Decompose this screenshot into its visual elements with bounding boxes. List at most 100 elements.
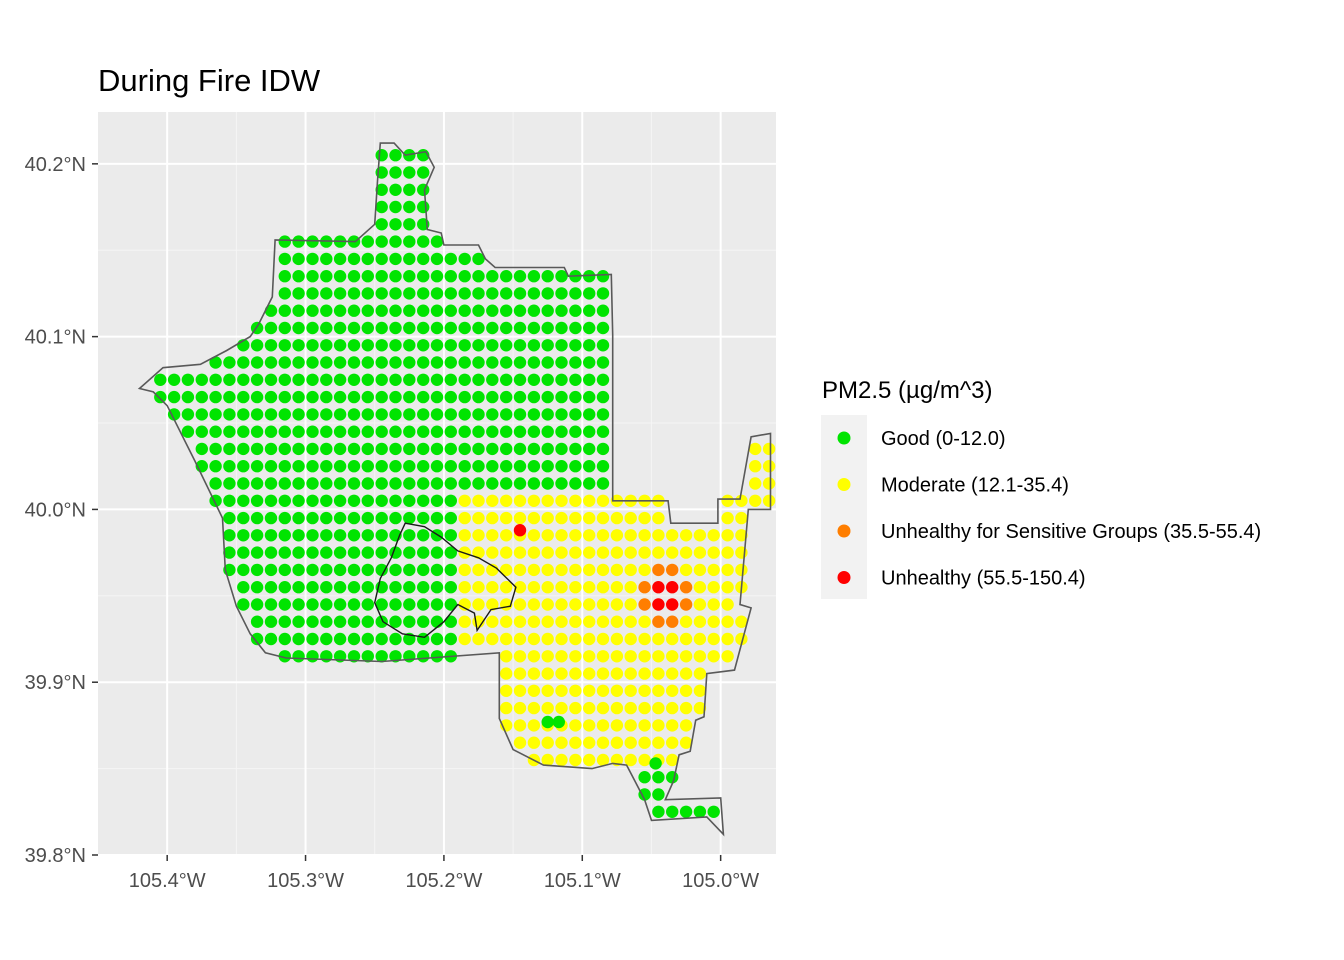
pm25-point bbox=[458, 442, 471, 456]
pm25-point bbox=[417, 270, 430, 283]
pm25-point bbox=[389, 252, 402, 266]
pm25-point bbox=[707, 563, 720, 577]
pm25-point bbox=[264, 408, 278, 421]
pm25-point bbox=[264, 390, 278, 404]
pm25-point bbox=[458, 460, 471, 473]
pm25-point bbox=[375, 356, 388, 369]
pm25-point bbox=[596, 719, 610, 732]
pm25-point bbox=[721, 494, 734, 507]
pm25-point bbox=[292, 356, 305, 369]
pm25-point bbox=[624, 615, 637, 628]
pm25-point bbox=[389, 390, 402, 404]
pm25-point bbox=[513, 719, 527, 732]
pm25-point bbox=[237, 511, 250, 525]
pm25-point bbox=[500, 477, 513, 490]
pm25-point bbox=[500, 563, 513, 577]
pm25-point bbox=[500, 529, 513, 542]
pm25-point bbox=[500, 270, 513, 283]
pm25-point bbox=[486, 442, 499, 456]
pm25-point bbox=[444, 598, 457, 611]
pm25-point bbox=[403, 373, 416, 386]
pm25-point bbox=[610, 615, 624, 628]
pm25-point bbox=[292, 339, 305, 352]
pm25-point bbox=[486, 632, 499, 646]
pm25-point bbox=[223, 460, 236, 473]
pm25-point bbox=[555, 373, 568, 386]
pm25-point bbox=[333, 304, 347, 317]
pm25-point bbox=[735, 546, 748, 559]
pm25-point bbox=[292, 373, 305, 386]
pm25-point bbox=[264, 632, 278, 646]
pm25-point bbox=[417, 494, 430, 507]
pm25-point bbox=[527, 719, 541, 732]
pm25-point bbox=[583, 581, 596, 594]
pm25-point bbox=[347, 546, 361, 559]
pm25-point bbox=[500, 339, 513, 352]
pm25-point bbox=[721, 632, 734, 646]
pm25-point bbox=[237, 546, 250, 559]
pm25-point bbox=[389, 339, 402, 352]
pm25-point bbox=[583, 719, 596, 732]
pm25-point bbox=[444, 339, 457, 352]
pm25-point bbox=[679, 736, 693, 749]
pm25-point bbox=[458, 598, 471, 611]
pm25-point bbox=[472, 477, 485, 490]
pm25-point bbox=[417, 252, 430, 266]
pm25-point bbox=[596, 581, 610, 594]
pm25-point bbox=[181, 373, 195, 386]
pm25-point bbox=[333, 270, 347, 283]
pm25-point bbox=[541, 667, 554, 680]
pm25-point bbox=[596, 563, 610, 577]
legend-items: Good (0-12.0) Moderate (12.1-35.4) Unhealt… bbox=[837, 428, 1261, 590]
pm25-point bbox=[375, 235, 388, 248]
pm25-point bbox=[638, 632, 651, 646]
pm25-point bbox=[444, 373, 457, 386]
pm25-point bbox=[596, 339, 610, 352]
pm25-point bbox=[237, 598, 250, 611]
legend-key bbox=[837, 524, 851, 538]
pm25-point bbox=[292, 511, 305, 525]
pm25-point bbox=[472, 563, 485, 577]
pm25-point bbox=[237, 563, 250, 577]
pm25-point bbox=[735, 615, 748, 628]
pm25-point bbox=[347, 632, 361, 646]
pm25-point bbox=[417, 460, 430, 473]
pm25-point bbox=[361, 477, 374, 490]
pm25-point bbox=[486, 581, 499, 594]
pm25-point bbox=[375, 529, 388, 542]
pm25-point bbox=[430, 252, 444, 266]
pm25-point bbox=[527, 667, 541, 680]
pm25-point bbox=[278, 321, 291, 335]
pm25-point bbox=[292, 390, 305, 404]
pm25-point bbox=[292, 581, 305, 594]
pm25-point bbox=[527, 270, 541, 283]
pm25-point bbox=[500, 304, 513, 317]
pm25-point bbox=[278, 529, 291, 542]
pm25-point bbox=[458, 511, 471, 525]
pm25-point bbox=[638, 684, 651, 697]
pm25-point bbox=[569, 390, 582, 404]
pm25-point bbox=[458, 356, 471, 369]
pm25-point bbox=[223, 546, 236, 559]
pm25-point bbox=[403, 546, 416, 559]
pm25-point bbox=[237, 408, 250, 421]
pm25-point bbox=[569, 529, 582, 542]
pm25-point bbox=[610, 719, 624, 732]
pm25-point bbox=[527, 304, 541, 317]
pm25-point bbox=[389, 304, 402, 317]
pm25-point bbox=[541, 304, 554, 317]
pm25-point bbox=[486, 477, 499, 490]
pm25-point bbox=[583, 598, 596, 611]
pm25-point bbox=[513, 511, 527, 525]
pm25-point bbox=[361, 356, 374, 369]
pm25-point bbox=[652, 805, 665, 818]
pm25-point bbox=[527, 390, 541, 404]
pm25-point bbox=[555, 753, 568, 767]
pm25-point bbox=[333, 581, 347, 594]
pm25-point bbox=[666, 719, 679, 732]
pm25-point bbox=[278, 511, 291, 525]
pm25-point bbox=[333, 598, 347, 611]
pm25-point bbox=[444, 460, 457, 473]
pm25-point bbox=[500, 408, 513, 421]
